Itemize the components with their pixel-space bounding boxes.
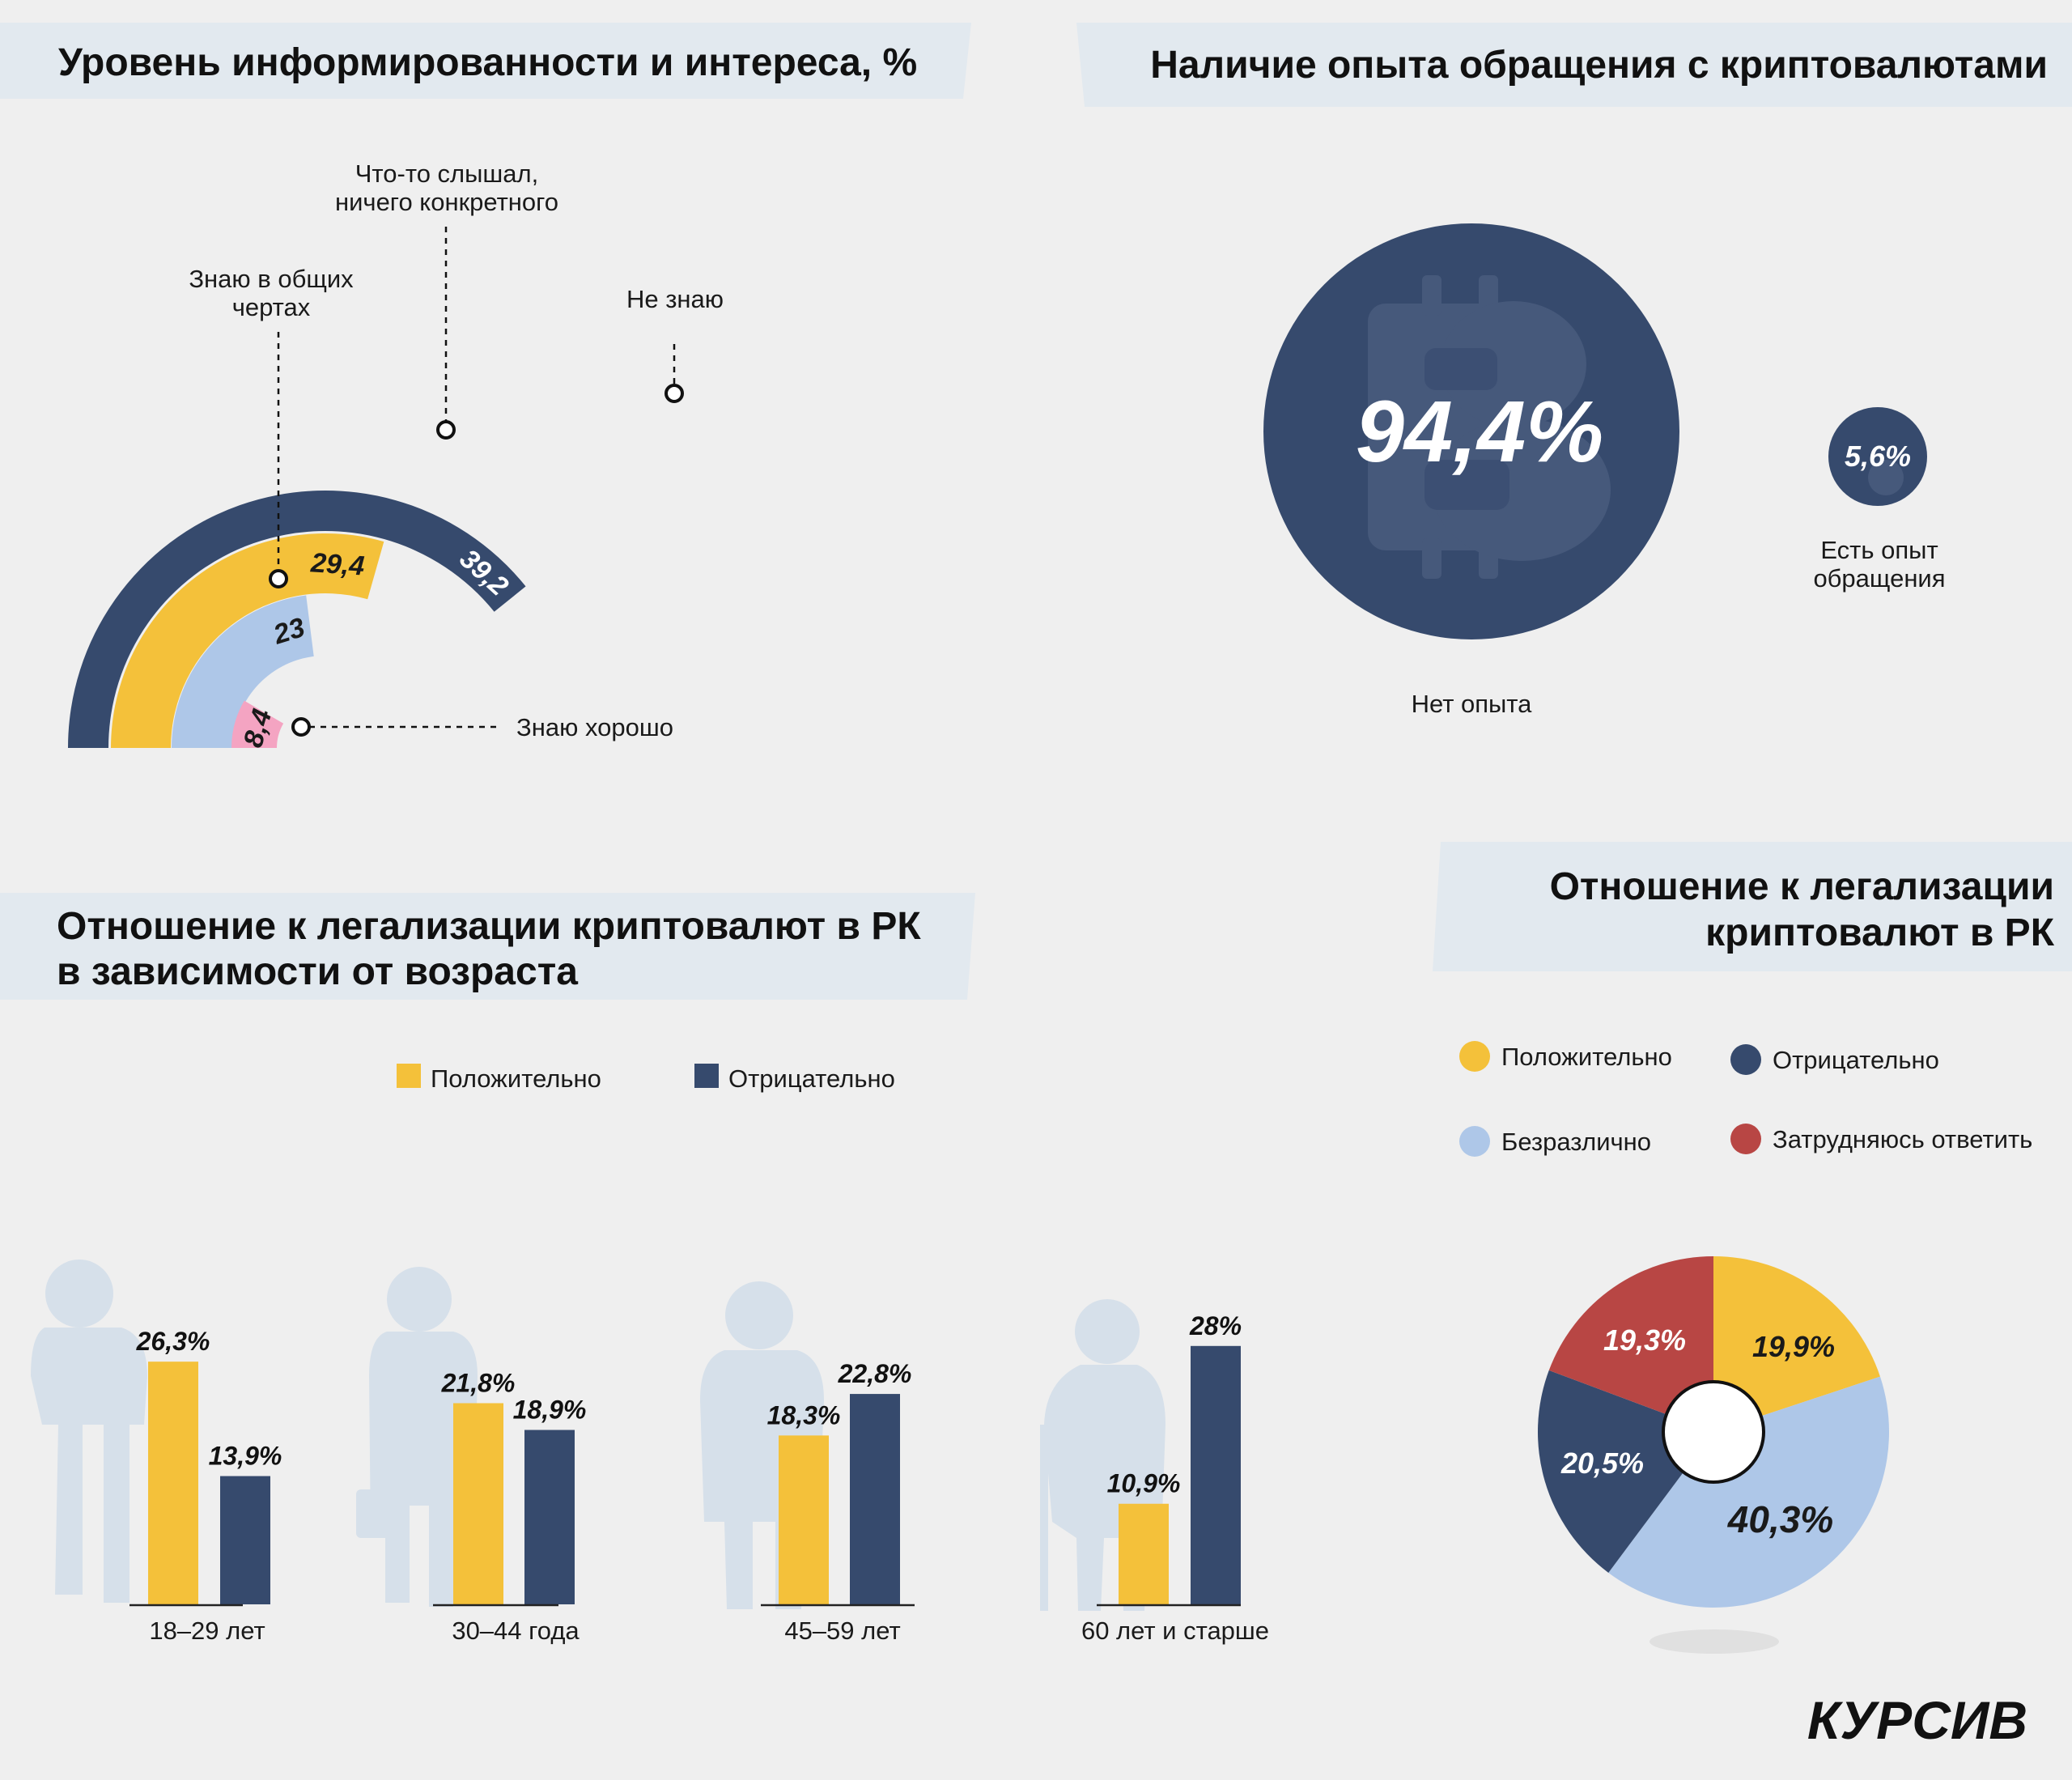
legend-dot	[1459, 1126, 1490, 1157]
radial-bar-2	[172, 595, 314, 748]
label-general-line2: чертах	[232, 293, 311, 321]
legal-title-line1: Отношение к легализации	[1550, 865, 2054, 908]
legend-label-positive: Положительно	[431, 1064, 601, 1093]
awareness-title: Уровень информированности и интереса, %	[58, 41, 917, 84]
bar-negative-3	[1191, 1345, 1241, 1604]
callout-dot-heard	[436, 420, 456, 440]
has-experience-label-line2: обращения	[1813, 564, 1945, 593]
bar-label: 18,3%	[767, 1400, 841, 1430]
experience-panel: Наличие опыта обращения с криптовалютами…	[1076, 23, 2072, 718]
label-heard-line1: Что-то слышал,	[355, 159, 538, 188]
legend-label: Затрудняюсь ответить	[1773, 1125, 2032, 1153]
age-title-line1: Отношение к легализации криптовалют в РК	[57, 905, 921, 948]
no-experience-value: 94,4%	[1356, 382, 1603, 480]
pie-legend: Положительно Отрицательно Безразлично Затру…	[1459, 1041, 2032, 1157]
person-silhouette-adult	[356, 1267, 478, 1607]
title-band	[0, 23, 971, 99]
bar-chart: 26,3% 13,9% 18–29 лет 21,8%18,9% 30–44 года 1…	[130, 1311, 1269, 1645]
label-know-well: Знаю хорошо	[516, 713, 673, 741]
legend-label: Положительно	[1501, 1043, 1672, 1071]
bar-negative-0	[220, 1476, 270, 1604]
pie-slice-0	[1713, 1256, 1880, 1432]
bar-label: 26,3%	[136, 1327, 210, 1356]
label-general-line1: Знаю в общих	[189, 265, 354, 293]
bar-positive-0	[148, 1362, 198, 1604]
pie-label: 20,5%	[1560, 1447, 1644, 1480]
bitcoin-icon	[1368, 275, 1611, 579]
radial-bar-3	[231, 700, 284, 748]
bar-positive-3	[1119, 1503, 1169, 1604]
legend-swatch-negative	[694, 1064, 719, 1088]
legend-dot	[1730, 1124, 1761, 1154]
legend-dot	[1730, 1044, 1761, 1075]
category-label: 18–29 лет	[149, 1616, 265, 1645]
label-heard-line2: ничего конкретного	[335, 188, 558, 216]
legend-label-negative: Отрицательно	[728, 1064, 895, 1093]
bar-label: 18,9%	[513, 1396, 587, 1425]
gear-icon	[1868, 460, 1904, 495]
pie-slice-1	[1608, 1376, 1890, 1608]
pie-label: 19,9%	[1752, 1330, 1835, 1363]
title-band	[1076, 23, 2072, 107]
callout-dot-dont-know	[664, 384, 684, 403]
bar-label: 22,8%	[838, 1359, 912, 1388]
bar-negative-1	[524, 1430, 575, 1604]
no-experience-label: Нет опыта	[1412, 690, 1533, 718]
legal-title-line2: криптовалют в РК	[1705, 911, 2055, 954]
bar-negative-2	[850, 1394, 900, 1604]
radial-bar-1	[111, 533, 384, 748]
bar-label: 10,9%	[1107, 1469, 1181, 1498]
legend-label: Отрицательно	[1773, 1046, 1939, 1074]
callout-dot-know-well	[291, 717, 311, 737]
experience-title: Наличие опыта обращения с криптовалютами	[1150, 44, 2048, 87]
legend-label: Безразлично	[1501, 1128, 1651, 1156]
bar-label: 28%	[1189, 1311, 1242, 1340]
age-title-line2: в зависимости от возраста	[57, 950, 578, 993]
radial-bar-0	[68, 490, 526, 748]
radial-value-1: 29,4	[309, 547, 366, 581]
pie-slice-3	[1548, 1256, 1713, 1432]
title-band	[0, 893, 975, 1000]
category-label: 60 лет и старше	[1081, 1616, 1269, 1645]
title-band	[1433, 842, 2072, 971]
label-dont-know: Не знаю	[626, 285, 724, 313]
has-experience-label-line1: Есть опыт	[1820, 536, 1938, 564]
brand-logo: КУРСИВ	[1807, 1690, 2027, 1750]
awareness-panel: Уровень информированности и интереса, % …	[0, 23, 971, 751]
legal-panel: Отношение к легализации криптовалют в РК…	[1433, 842, 2072, 1654]
category-label: 30–44 года	[452, 1616, 580, 1645]
pie-shadow	[1650, 1629, 1779, 1654]
bar-label: 13,9%	[209, 1442, 282, 1471]
bar-positive-1	[453, 1403, 503, 1604]
person-silhouette-young	[31, 1260, 147, 1603]
age-panel: Отношение к легализации криптовалют в РК…	[0, 893, 1269, 1645]
pie-label: 40,3%	[1727, 1498, 1833, 1540]
bar-label: 21,8%	[441, 1368, 516, 1397]
has-experience-value: 5,6%	[1845, 440, 1911, 473]
bar-positive-2	[779, 1435, 829, 1604]
category-label: 45–59 лет	[784, 1616, 900, 1645]
legend-dot	[1459, 1041, 1490, 1072]
pie-label: 19,3%	[1603, 1323, 1686, 1357]
pie-chart: 19,9% 40,3% 20,5% 19,3%	[1538, 1256, 1890, 1608]
pie-center-hole	[1662, 1380, 1765, 1484]
callout-dot-general	[269, 569, 288, 588]
legend-swatch-positive	[397, 1064, 421, 1088]
